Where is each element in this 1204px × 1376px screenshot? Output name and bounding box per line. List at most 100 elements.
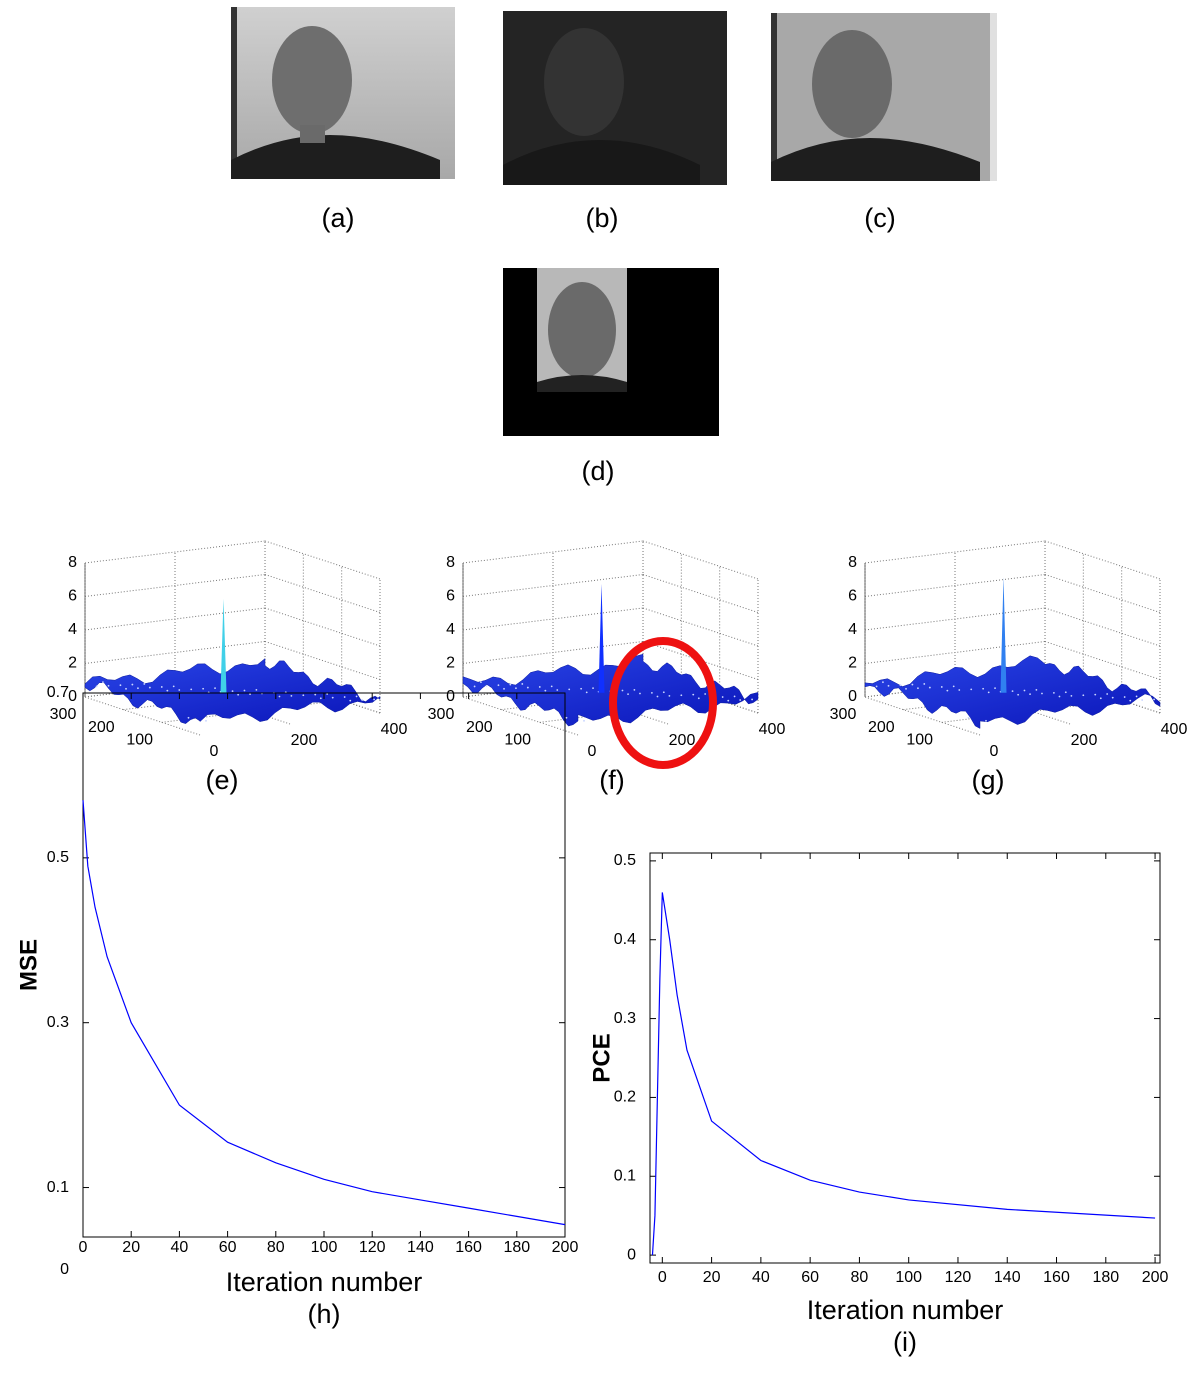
surface-speck [994, 687, 996, 690]
caption: (b) [586, 203, 619, 233]
data-line [82, 800, 566, 1226]
x-tick-label: 140 [407, 1239, 434, 1256]
y-tick-label: 300 [428, 706, 455, 723]
x-tick-label: 80 [851, 1269, 869, 1286]
caption: (d) [582, 456, 615, 486]
y-tick-label: 100 [504, 732, 531, 749]
z-tick-label: 0 [68, 688, 77, 705]
surface-speck [639, 692, 641, 695]
surface-speck [1111, 696, 1114, 699]
grid-line [84, 540, 266, 564]
surface-speck [568, 688, 571, 691]
surface-speck [923, 683, 926, 685]
surface-speck [1123, 696, 1126, 698]
x-tick-label: 400 [759, 721, 786, 738]
surface-speck [565, 716, 568, 719]
x-tick-label: 400 [1161, 721, 1188, 738]
surface-speck [987, 691, 990, 694]
surface-speck [556, 689, 559, 691]
x-axis-label: Iteration number [226, 1267, 423, 1297]
surface-speck [355, 695, 358, 698]
surface-speck [580, 687, 583, 690]
surface-speck [739, 699, 742, 701]
y-tick-label: 0.7 [47, 684, 69, 701]
x-tick-label: 180 [503, 1239, 530, 1256]
z-tick-label: 8 [446, 554, 455, 571]
grid-line [864, 696, 981, 736]
grid-line [84, 696, 201, 736]
y-tick-label: 0.3 [47, 1014, 69, 1031]
photo-c [771, 13, 997, 181]
surface-speck [1070, 695, 1073, 697]
x-tick-label: 0 [79, 1239, 88, 1256]
x-tick-label: 40 [171, 1239, 189, 1256]
y-tick-label: 300 [50, 706, 77, 723]
surface-speck [1082, 694, 1085, 697]
surface-speck [985, 719, 987, 722]
surface-speck [662, 691, 665, 694]
surface-speck [190, 688, 193, 691]
grid-line [264, 641, 381, 680]
surface [864, 655, 1161, 729]
x-tick-label: 0 [658, 1269, 667, 1286]
x-tick-label: 80 [267, 1239, 285, 1256]
caption: (g) [972, 765, 1005, 795]
data-line [651, 892, 1156, 1256]
x-tick-label: 120 [945, 1269, 972, 1286]
grid-line [864, 573, 1046, 597]
grid-line [642, 540, 759, 580]
y-tick-label: 0.5 [614, 852, 636, 869]
surface-speck [125, 687, 127, 690]
grid-line [1044, 641, 1161, 680]
surface-speck [302, 694, 305, 697]
surface-speck [1017, 693, 1020, 696]
surface-speck [633, 688, 636, 691]
surface-speck [485, 684, 488, 687]
surface-speck [349, 699, 352, 702]
caption: (e) [206, 765, 239, 795]
grid-line [264, 540, 381, 580]
x-tick-label: 400 [381, 721, 408, 738]
photo-b [503, 11, 727, 185]
surface-speck [166, 689, 169, 692]
surface-speck [473, 685, 476, 688]
z-tick-label: 4 [68, 621, 77, 638]
surface-speck [704, 693, 707, 695]
surface-speck [905, 687, 907, 690]
surface-speck [255, 688, 258, 691]
surface-speck [1023, 689, 1026, 692]
grid-line [1044, 574, 1161, 613]
x-tick-label: 200 [291, 732, 318, 749]
surface-speck [585, 691, 588, 694]
x-tick-label: 200 [1142, 1269, 1169, 1286]
surface-speck [509, 683, 512, 686]
surface-speck [721, 696, 724, 698]
y-tick-label: 0 [60, 1261, 69, 1278]
z-tick-label: 0 [848, 688, 857, 705]
surface-speck [692, 693, 695, 696]
surface-speck [982, 687, 985, 690]
photo-d [503, 268, 719, 436]
surface-speck [697, 697, 700, 700]
surface-speck [727, 699, 730, 702]
caption: (f) [599, 765, 624, 795]
surface-speck [1153, 698, 1155, 701]
highlight-ellipse [609, 637, 717, 769]
y-tick-label: 100 [906, 732, 933, 749]
x-tick-label: 100 [311, 1239, 338, 1256]
surface-speck [538, 686, 541, 688]
x-tick-label: 200 [669, 732, 696, 749]
surface-speck [1106, 693, 1109, 695]
x-tick-label: 40 [752, 1269, 770, 1286]
y-tick-label: 200 [868, 719, 895, 736]
x-tick-label: 200 [1071, 732, 1098, 749]
y-axis-label: PCE [588, 1033, 615, 1082]
caption: (i) [893, 1327, 917, 1357]
grid-line [1044, 540, 1161, 580]
y-tick-label: 100 [126, 732, 153, 749]
y-tick-label: 0.1 [47, 1179, 69, 1196]
z-tick-label: 6 [68, 588, 77, 605]
surface-speck [515, 687, 517, 690]
surface-speck [314, 693, 317, 696]
surface-speck [131, 683, 134, 686]
